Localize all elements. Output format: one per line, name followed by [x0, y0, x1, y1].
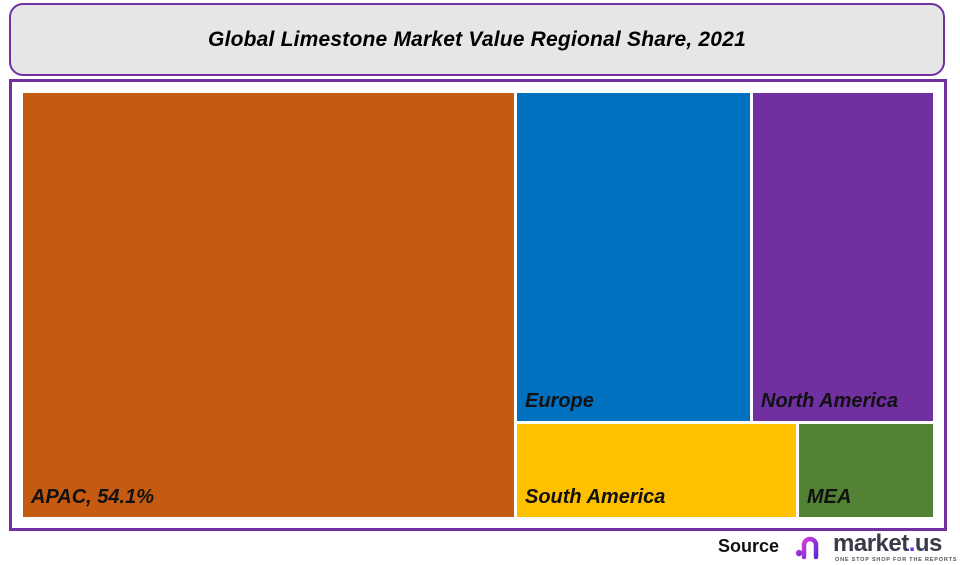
tile-label-south-america: South America	[525, 486, 666, 508]
tile-label-mea: MEA	[807, 486, 852, 508]
source-label: Source	[718, 536, 780, 556]
logo-tagline: ONE STOP SHOP FOR THE REPORTS	[835, 557, 958, 563]
chart-title: Global Limestone Market Value Regional S…	[208, 27, 746, 51]
tile-south-america: South America	[517, 424, 796, 517]
logo-name: market	[833, 530, 909, 557]
tile-label-north-america: North America	[761, 390, 899, 412]
tile-north-america: North America	[753, 93, 933, 421]
tile-europe: Europe	[517, 93, 750, 421]
market-us-logo: market.us ONE STOP SHOP FOR THE REPORTS	[795, 530, 956, 565]
tile-mea: MEA	[799, 424, 933, 517]
logo-wordmark: market.us	[833, 530, 942, 558]
tile-label-europe: Europe	[525, 390, 594, 412]
tile-apac: APAC, 54.1%	[23, 93, 514, 517]
logo-dot: .	[908, 530, 916, 557]
market-us-logo-icon	[795, 536, 831, 560]
tile-label-apac: APAC, 54.1%	[31, 486, 155, 508]
logo-suffix: us	[914, 530, 943, 557]
chart-title-box: Global Limestone Market Value Regional S…	[9, 3, 945, 76]
